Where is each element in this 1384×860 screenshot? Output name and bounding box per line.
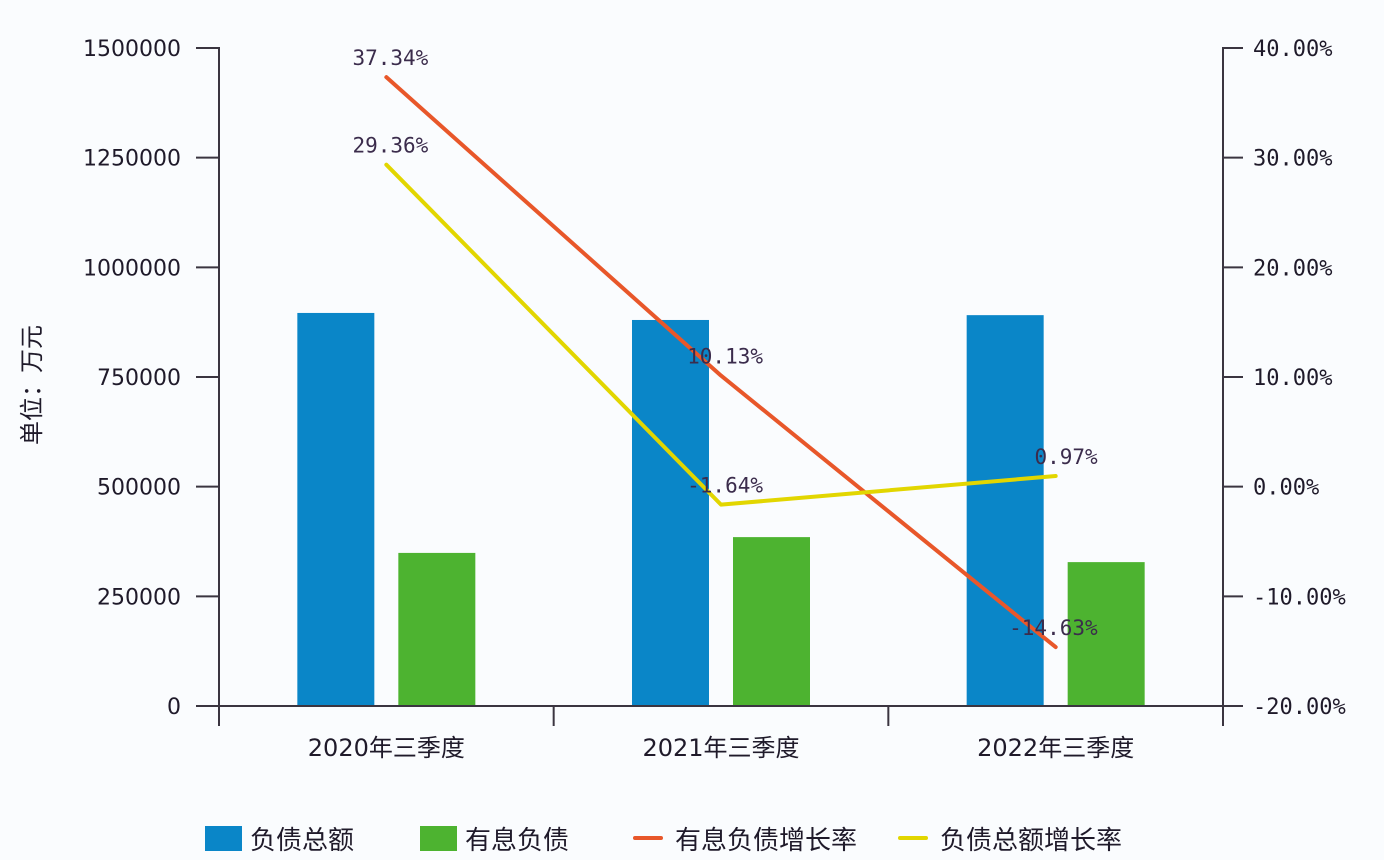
data-label: 0.97% <box>1034 445 1098 469</box>
x-category-label: 2021年三季度 <box>642 734 799 762</box>
x-category-label: 2022年三季度 <box>977 734 1134 762</box>
left-tick-label: 250000 <box>97 585 181 610</box>
legend-label: 有息负债 <box>465 825 570 856</box>
legend-swatch-green-icon <box>420 825 457 851</box>
right-tick-label: 30.00% <box>1253 147 1332 172</box>
bar[interactable] <box>966 315 1044 706</box>
right-tick-label: 20.00% <box>1253 256 1332 281</box>
axes-layer: 0 250000 500000 750000 1000000 1250000 1500000… <box>83 37 1346 762</box>
data-label: -14.63% <box>1009 616 1098 640</box>
legend-item-total-liabilities[interactable]: 负债总额 <box>205 818 354 858</box>
bars-layer <box>297 312 1145 706</box>
right-tick-label: 0.00% <box>1253 476 1319 501</box>
bar[interactable] <box>632 319 709 706</box>
y-axis-title: 单位：万元 <box>18 325 46 445</box>
data-labels-layer: 37.34% 10.13% -14.63% 29.36% -1.64% 0.97% <box>352 46 1098 640</box>
right-tick-label: -10.00% <box>1253 585 1346 610</box>
data-label: 37.34% <box>352 46 428 70</box>
data-label: 29.36% <box>352 134 428 158</box>
legend-line-yellow-icon <box>898 836 928 840</box>
legend-item-interest-debt-growth[interactable]: 有息负债增长率 <box>633 818 857 858</box>
left-tick-label: 750000 <box>97 366 181 391</box>
right-tick-label: 40.00% <box>1253 37 1332 62</box>
legend-label: 负债总额增长率 <box>940 825 1123 856</box>
x-category-label: 2020年三季度 <box>308 734 465 762</box>
bar[interactable] <box>733 537 810 706</box>
legend-item-total-liabilities-growth[interactable]: 负债总额增长率 <box>898 818 1122 858</box>
lines-layer <box>384 75 1058 650</box>
y-axis-label: 单位：万元 <box>18 325 46 445</box>
right-tick-label: -20.00% <box>1253 695 1346 720</box>
left-tick-label: 1000000 <box>83 256 181 281</box>
bar[interactable] <box>297 312 375 706</box>
legend-line-orange-icon <box>633 836 663 840</box>
legend-label: 负债总额 <box>250 825 355 856</box>
bar[interactable] <box>398 552 476 706</box>
growth-line[interactable] <box>384 75 1058 650</box>
left-tick-label: 500000 <box>97 476 181 501</box>
left-tick-label: 1500000 <box>83 37 181 62</box>
right-tick-label: 10.00% <box>1253 366 1332 391</box>
bar[interactable] <box>1067 562 1145 706</box>
data-label: 10.13% <box>687 345 763 369</box>
legend-item-interest-bearing-debt[interactable]: 有息负债 <box>420 818 569 858</box>
left-tick-label: 1250000 <box>83 147 181 172</box>
data-label: -1.64% <box>687 474 763 498</box>
left-tick-label: 0 <box>167 695 181 720</box>
growth-line[interactable] <box>384 162 1058 507</box>
legend: 负债总额 有息负债 有息负债增长率 负债总额增长率 <box>0 818 1384 858</box>
legend-swatch-blue-icon <box>205 825 242 851</box>
legend-label: 有息负债增长率 <box>675 825 858 856</box>
